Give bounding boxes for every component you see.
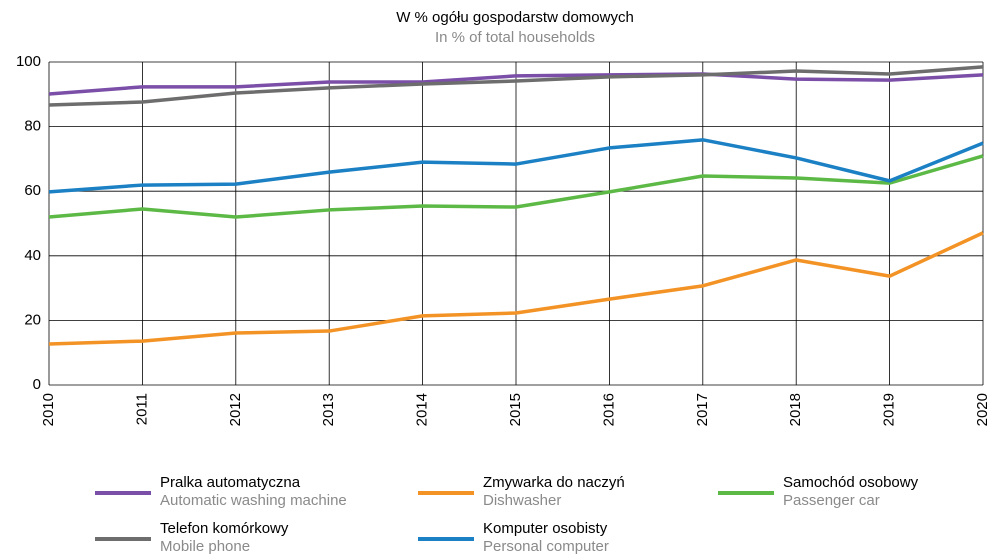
series-line: [48, 154, 984, 219]
series-line: [48, 231, 984, 346]
x-tick-label: 2010: [40, 393, 57, 426]
chart-title: W % ogółu gospodarstw domowych: [396, 9, 634, 26]
x-tick-label: 2017: [694, 393, 711, 426]
x-tick-label: 2013: [320, 393, 337, 426]
legend-label-en: Personal computer: [483, 538, 609, 555]
legend-label-en: Mobile phone: [160, 538, 250, 555]
legend-label-en: Passenger car: [783, 492, 880, 509]
x-tick-label: 2011: [133, 393, 150, 425]
x-tick-label: 2016: [600, 393, 617, 426]
x-tick-label: 2019: [881, 393, 898, 426]
x-tick-label: 2020: [974, 393, 990, 426]
legend-label: Samochód osobowy: [783, 474, 919, 491]
series-line: [48, 138, 984, 194]
legend-label: Zmywarka do naczyń: [483, 474, 625, 491]
legend-label: Telefon komórkowy: [160, 520, 289, 537]
x-tick-label: 2012: [227, 393, 244, 426]
legend-label: Komputer osobisty: [483, 520, 608, 537]
x-tick-label: 2018: [787, 393, 804, 426]
chart-subtitle: In % of total households: [435, 29, 595, 46]
y-tick-label: 0: [33, 376, 41, 393]
y-tick-label: 40: [24, 247, 41, 264]
series-line: [48, 72, 984, 96]
y-tick-label: 80: [24, 118, 41, 135]
y-tick-label: 100: [16, 53, 41, 70]
legend-label: Pralka automatyczna: [160, 474, 301, 491]
series-line: [48, 65, 984, 107]
legend-label-en: Dishwasher: [483, 492, 561, 509]
legend-label-en: Automatic washing machine: [160, 492, 347, 509]
y-tick-label: 60: [24, 182, 41, 199]
x-tick-label: 2015: [507, 393, 524, 426]
y-tick-label: 20: [24, 311, 41, 328]
x-tick-label: 2014: [414, 393, 431, 426]
